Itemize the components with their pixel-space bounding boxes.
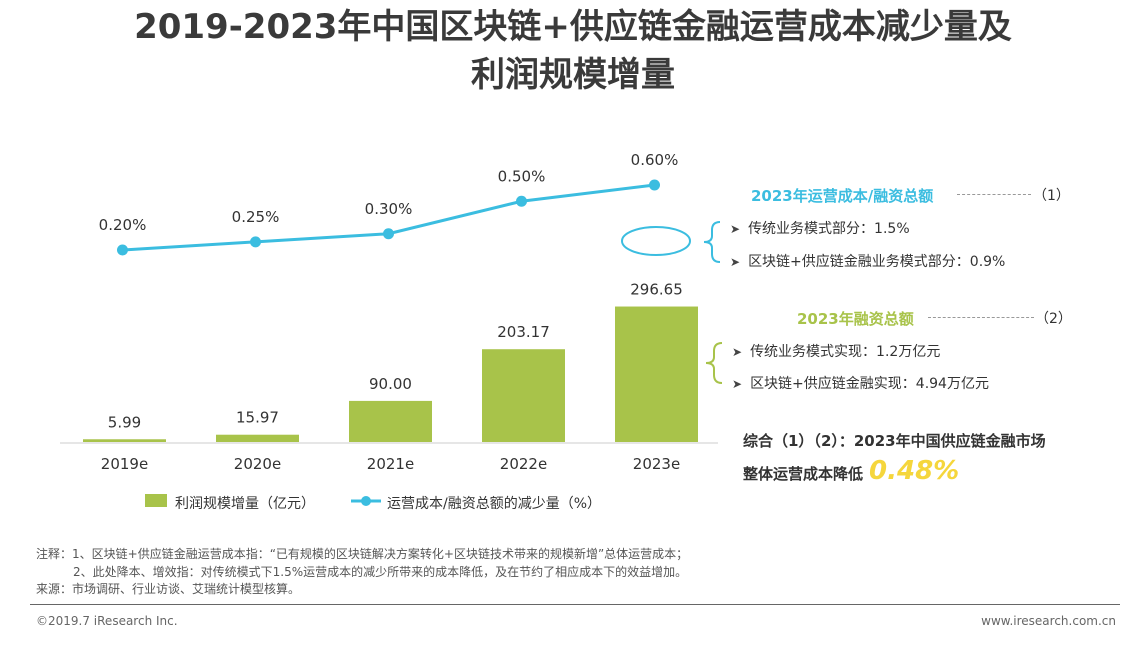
line-point-2022e: [516, 195, 527, 207]
title-line-2: 利润规模增量: [471, 55, 675, 95]
line-label-2019e: 0.20%: [99, 216, 147, 234]
x-tick-2019e: 2019e: [101, 455, 148, 473]
box2-item-1: ➤ 传统业务模式实现：1.2万亿元: [732, 344, 941, 360]
bar-2021e: [349, 400, 432, 442]
line-label-2023e: 0.60%: [631, 151, 679, 169]
line-point-2019e: [117, 244, 128, 256]
line-point-2021e: [383, 228, 394, 240]
brace-1: [703, 221, 721, 263]
bar-2023e: [615, 306, 698, 442]
highlight-ellipse: [621, 226, 691, 256]
x-tick-2022e: 2022e: [500, 455, 547, 473]
note-source: 来源：市场调研、行业访谈、艾瑞统计模型核算。: [36, 582, 301, 596]
footer-website: www.iresearch.com.cn: [981, 614, 1116, 628]
bar-label-2022e: 203.17: [497, 323, 550, 341]
line-label-2021e: 0.30%: [365, 200, 413, 218]
footer-divider: [30, 604, 1120, 605]
box1-header: 2023年运营成本/融资总额: [751, 187, 934, 205]
bar-label-2020e: 15.97: [236, 409, 279, 427]
bar-label-2021e: 90.00: [369, 375, 412, 393]
legend-bar-label: 利润规模增量（亿元）: [175, 496, 315, 512]
bar-2020e: [216, 434, 299, 442]
brace-2: [705, 342, 723, 384]
x-tick-2023e: 2023e: [633, 455, 680, 473]
bar-label-2023e: 296.65: [630, 281, 683, 299]
box2-number: （2）: [1035, 311, 1072, 327]
box2-header: 2023年融资总额: [797, 310, 914, 328]
box1-dash: [957, 194, 1031, 195]
bar-2022e: [482, 349, 565, 442]
note-line-2: 2、此处降本、增效指：对传统模式下1.5%运营成本的减少所带来的成本降低，及在节…: [73, 565, 688, 579]
summary-line-2: 整体运营成本降低 0.48%: [743, 456, 960, 486]
line-point-2023e: [649, 179, 660, 191]
summary-value: 0.48%: [869, 456, 960, 486]
note-line-1: 注释：1、区块链+供应链金融运营成本指：“已有规模的区块链解决方案转化+区块链技…: [36, 547, 689, 561]
x-tick-2021e: 2021e: [367, 455, 414, 473]
footer-copyright: ©2019.7 iResearch Inc.: [36, 614, 178, 628]
box1-number: （1）: [1033, 188, 1070, 204]
legend-bar-swatch: [145, 494, 167, 507]
box1-item-2: ➤ 区块链+供应链金融业务模式部分：0.9%: [730, 254, 1006, 270]
line-point-2020e: [250, 236, 261, 248]
bar-label-2019e: 5.99: [108, 413, 141, 431]
line-label-2020e: 0.25%: [232, 208, 280, 226]
legend-line-label: 运营成本/融资总额的减少量（%）: [387, 496, 602, 512]
title-line-1: 2019-2023年中国区块链+供应链金融运营成本减少量及: [134, 7, 1012, 47]
x-tick-2020e: 2020e: [234, 455, 281, 473]
line-label-2022e: 0.50%: [498, 167, 546, 185]
legend-line-marker: [361, 496, 371, 506]
box1-item-1: ➤ 传统业务模式部分：1.5%: [730, 221, 910, 237]
bar-2019e: [83, 439, 166, 442]
box2-dash: [928, 317, 1034, 318]
box2-item-2: ➤ 区块链+供应链金融实现：4.94万亿元: [732, 376, 989, 392]
summary-line-1: 综合（1）（2）：2023年中国供应链金融市场: [743, 432, 1046, 450]
